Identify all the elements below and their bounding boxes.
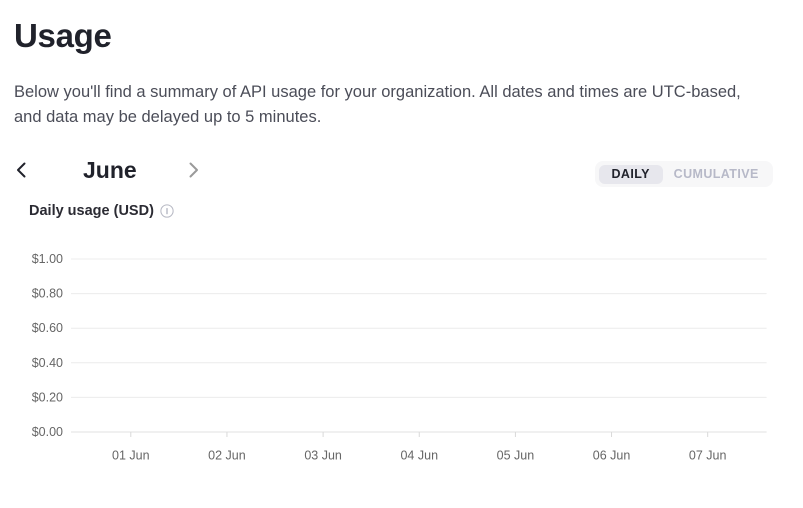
svg-text:$1.00: $1.00: [32, 252, 63, 266]
svg-text:$0.40: $0.40: [32, 356, 63, 370]
svg-text:03 Jun: 03 Jun: [304, 449, 342, 463]
svg-text:07 Jun: 07 Jun: [689, 449, 727, 463]
svg-text:04 Jun: 04 Jun: [400, 449, 438, 463]
svg-text:01 Jun: 01 Jun: [112, 449, 150, 463]
svg-text:05 Jun: 05 Jun: [497, 449, 535, 463]
svg-text:02 Jun: 02 Jun: [208, 449, 246, 463]
svg-text:$0.00: $0.00: [32, 425, 63, 439]
svg-text:06 Jun: 06 Jun: [593, 449, 631, 463]
svg-text:$0.80: $0.80: [32, 287, 63, 301]
svg-text:$0.60: $0.60: [32, 321, 63, 335]
svg-text:$0.20: $0.20: [32, 390, 63, 404]
